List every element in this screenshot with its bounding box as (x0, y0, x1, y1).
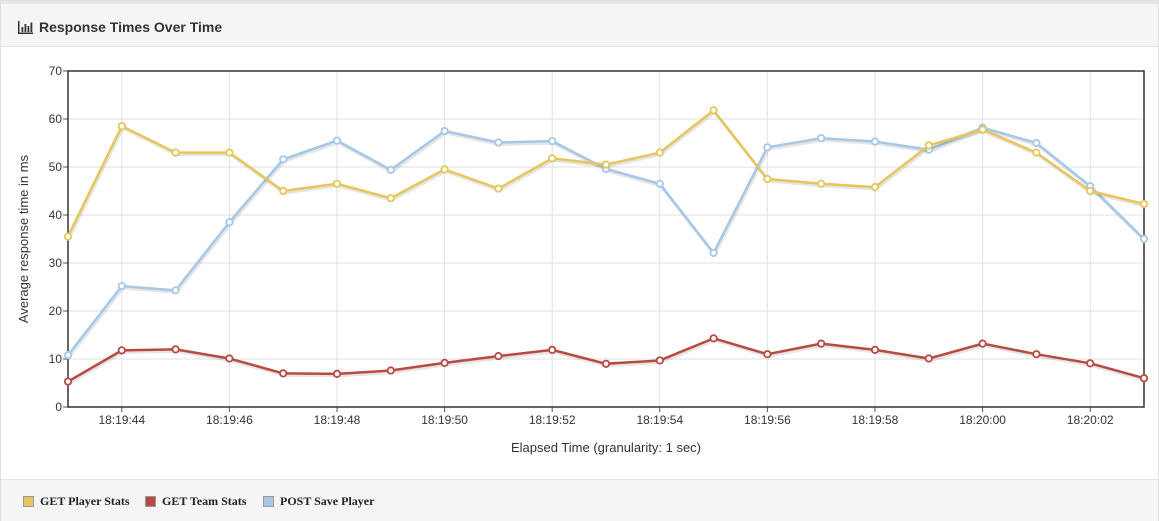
data-point-get-team-stats (763, 350, 772, 359)
y-tick-label: 40 (49, 208, 63, 222)
legend-swatch-get-player-stats (23, 495, 34, 507)
y-tick-label: 60 (49, 112, 63, 126)
data-point-get-player-stats (117, 122, 126, 131)
data-point-get-player-stats (763, 174, 772, 184)
data-point-post-save-player (171, 286, 180, 295)
data-point-get-team-stats (1086, 359, 1095, 368)
data-point-get-player-stats (548, 154, 557, 163)
data-point-get-player-stats (870, 183, 880, 192)
data-point-get-team-stats (709, 334, 718, 343)
legend-label: POST Save Player (280, 493, 375, 508)
data-point-get-player-stats (332, 179, 342, 188)
data-point-post-save-player (63, 351, 73, 360)
data-point-get-player-stats (655, 148, 664, 157)
legend-label: GET Player Stats (40, 493, 130, 508)
bar-chart-icon (18, 21, 33, 34)
data-point-post-save-player (1139, 234, 1149, 244)
data-point-post-save-player (225, 218, 234, 227)
data-point-post-save-player (386, 165, 395, 174)
data-point-get-team-stats (63, 377, 73, 386)
data-point-post-save-player (870, 137, 880, 146)
chart-area: 0 10 20 30 40 50 60 70 18:19:44 18:19:46 18:19:48 1… (1, 47, 1158, 479)
data-point-post-save-player (494, 138, 503, 147)
data-point-post-save-player (548, 136, 557, 146)
data-point-get-team-stats (386, 366, 395, 375)
legend-swatch-get-team-stats (145, 495, 156, 507)
y-tick-label: 20 (49, 304, 63, 318)
data-point-get-player-stats (279, 186, 288, 196)
data-point-get-player-stats (817, 179, 826, 188)
legend-label: GET Team Stats (162, 493, 247, 508)
data-point-get-player-stats (440, 165, 449, 174)
x-tick-label: 18:19:50 (421, 413, 468, 427)
legend-item-post-save-player[interactable]: POST Save Player (263, 493, 374, 509)
data-point-post-save-player (1032, 138, 1041, 148)
response-times-chart: 0 10 20 30 40 50 60 70 18:19:44 18:19:46 18:19:48 1… (16, 64, 1149, 455)
x-tick-label: 18:19:58 (852, 413, 899, 427)
data-point-post-save-player (332, 136, 342, 145)
data-point-get-team-stats (548, 345, 557, 354)
data-point-get-team-stats (279, 369, 288, 378)
x-tick-label: 18:20:00 (959, 413, 1006, 427)
x-tick-label: 18:19:54 (636, 413, 683, 427)
data-point-post-save-player (440, 126, 449, 136)
data-point-get-team-stats (870, 345, 880, 354)
data-point-get-team-stats (924, 354, 933, 363)
data-point-post-save-player (763, 143, 772, 152)
data-point-get-player-stats (386, 194, 395, 203)
y-tick-label: 50 (49, 160, 63, 174)
chart-legend: GET Player Stats GET Team Stats POST Sav… (1, 479, 1158, 521)
data-point-get-team-stats (1032, 350, 1041, 359)
data-point-get-player-stats (1086, 186, 1095, 196)
x-tick-label: 18:19:56 (744, 413, 791, 427)
legend-swatch-post-save-player (263, 495, 274, 507)
data-point-get-player-stats (924, 141, 933, 150)
data-point-post-save-player (279, 155, 288, 164)
data-point-get-player-stats (225, 148, 234, 157)
y-tick-label: 0 (55, 400, 62, 414)
x-tick-label: 18:19:46 (206, 413, 253, 427)
x-tick-label: 18:20:02 (1067, 413, 1114, 427)
y-tick-label: 30 (49, 256, 63, 270)
data-point-get-team-stats (440, 358, 449, 367)
data-point-get-player-stats (709, 106, 718, 115)
panel-header: Response Times Over Time (1, 1, 1158, 47)
data-point-get-player-stats (494, 184, 503, 193)
x-tick-label: 18:19:48 (314, 413, 361, 427)
data-point-get-player-stats (63, 232, 73, 241)
data-point-get-player-stats (1032, 148, 1041, 157)
legend-item-get-player-stats[interactable]: GET Player Stats (23, 493, 130, 509)
data-point-post-save-player (817, 134, 826, 143)
data-point-get-team-stats (494, 352, 503, 361)
data-point-get-team-stats (332, 369, 342, 378)
panel-title: Response Times Over Time (39, 19, 223, 35)
data-point-get-team-stats (225, 354, 234, 363)
data-point-get-team-stats (601, 359, 611, 368)
data-point-post-save-player (117, 281, 126, 291)
x-tick-label: 18:19:52 (529, 413, 576, 427)
data-point-get-team-stats (117, 346, 126, 355)
legend-item-get-team-stats[interactable]: GET Team Stats (145, 493, 246, 509)
data-point-get-team-stats (817, 339, 826, 348)
data-point-post-save-player (709, 248, 718, 258)
data-point-post-save-player (655, 179, 664, 188)
data-point-get-team-stats (1139, 374, 1149, 383)
x-tick-label: 18:19:44 (98, 413, 145, 427)
y-axis-label: Average response time in ms (16, 154, 31, 323)
data-point-get-player-stats (1139, 199, 1149, 209)
x-axis-label: Elapsed Time (granularity: 1 sec) (511, 440, 701, 455)
y-tick-label: 10 (49, 352, 63, 366)
data-point-get-player-stats (978, 125, 987, 134)
data-point-get-team-stats (655, 356, 664, 365)
data-point-get-team-stats (978, 339, 987, 348)
y-tick-label: 70 (49, 64, 63, 78)
data-point-get-team-stats (171, 345, 180, 354)
plot-background (68, 71, 1144, 407)
data-point-get-player-stats (171, 148, 180, 157)
data-point-get-player-stats (601, 160, 611, 169)
